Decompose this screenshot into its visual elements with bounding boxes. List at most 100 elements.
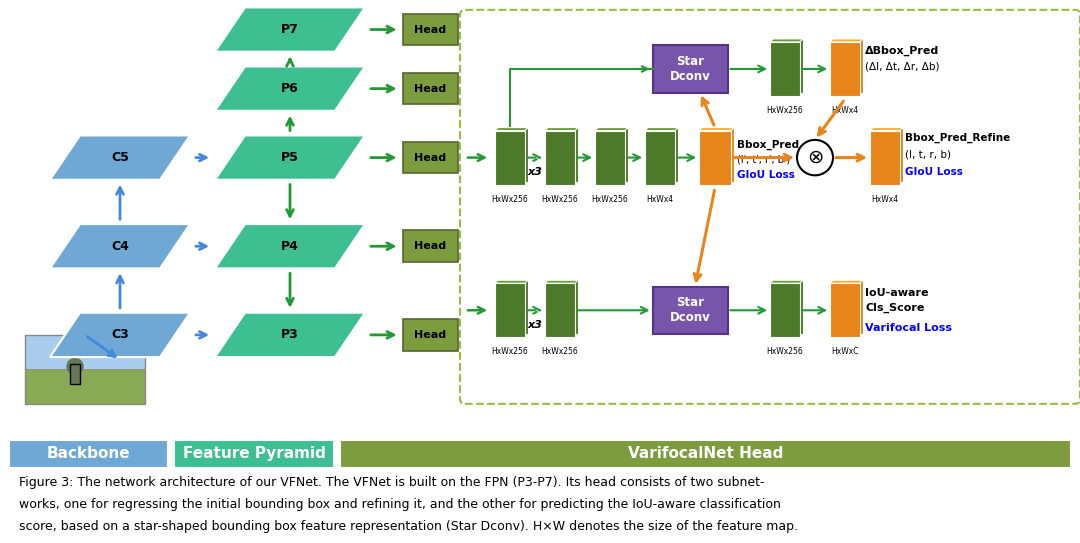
Polygon shape — [598, 128, 627, 182]
Polygon shape — [50, 224, 190, 268]
FancyBboxPatch shape — [652, 287, 728, 334]
Polygon shape — [498, 280, 528, 334]
Text: works, one for regressing the initial bounding box and refining it, and the othe: works, one for regressing the initial bo… — [19, 498, 781, 512]
Text: x3: x3 — [527, 320, 542, 330]
FancyBboxPatch shape — [645, 130, 675, 185]
Polygon shape — [833, 280, 863, 334]
Polygon shape — [648, 128, 678, 182]
Polygon shape — [498, 128, 528, 182]
Polygon shape — [495, 128, 528, 130]
Text: C5: C5 — [111, 151, 129, 164]
FancyBboxPatch shape — [595, 130, 625, 185]
FancyBboxPatch shape — [403, 319, 458, 351]
FancyBboxPatch shape — [174, 440, 334, 468]
FancyBboxPatch shape — [403, 230, 458, 262]
Text: VarifocalNet Head: VarifocalNet Head — [629, 446, 783, 462]
Text: (l, t, r, b): (l, t, r, b) — [905, 150, 951, 160]
Text: HxWxC: HxWxC — [832, 347, 859, 356]
Text: Feature Pyramid: Feature Pyramid — [183, 446, 325, 462]
Text: HxWx4: HxWx4 — [647, 194, 674, 204]
Polygon shape — [545, 280, 578, 283]
FancyBboxPatch shape — [403, 14, 458, 45]
Text: GIoU Loss: GIoU Loss — [737, 171, 795, 180]
Text: Star
Dconv: Star Dconv — [670, 55, 711, 83]
FancyBboxPatch shape — [652, 45, 728, 93]
Text: Head: Head — [414, 84, 446, 93]
Text: P6: P6 — [281, 82, 299, 95]
Text: IoU-aware: IoU-aware — [865, 288, 929, 298]
Text: HxWx4: HxWx4 — [832, 106, 859, 115]
Polygon shape — [215, 224, 365, 268]
Text: HxWx256: HxWx256 — [767, 106, 804, 115]
Polygon shape — [699, 128, 734, 130]
FancyBboxPatch shape — [70, 364, 80, 384]
Text: P7: P7 — [281, 23, 299, 36]
Polygon shape — [215, 135, 365, 180]
Polygon shape — [831, 39, 863, 42]
FancyBboxPatch shape — [831, 283, 860, 337]
Text: Head: Head — [414, 153, 446, 162]
Text: score, based on a star-shaped bounding box feature representation (Star Dconv). : score, based on a star-shaped bounding b… — [19, 520, 798, 533]
Text: x3: x3 — [527, 167, 542, 178]
Text: ⊗: ⊗ — [807, 148, 823, 167]
FancyBboxPatch shape — [699, 130, 731, 185]
Text: HxWx4: HxWx4 — [872, 194, 899, 204]
Polygon shape — [548, 280, 578, 334]
Polygon shape — [870, 128, 903, 130]
Text: Bbox_Pred_Refine: Bbox_Pred_Refine — [905, 133, 1010, 143]
Circle shape — [67, 358, 83, 374]
FancyBboxPatch shape — [25, 369, 145, 404]
FancyBboxPatch shape — [495, 283, 525, 337]
Text: Cls_Score: Cls_Score — [865, 303, 924, 313]
Polygon shape — [215, 66, 365, 111]
Polygon shape — [595, 128, 627, 130]
Text: (Δl, Δt, Δr, Δb): (Δl, Δt, Δr, Δb) — [865, 62, 940, 72]
Text: HxWx256: HxWx256 — [592, 194, 629, 204]
Text: Head: Head — [414, 241, 446, 251]
Text: GIoU Loss: GIoU Loss — [905, 167, 963, 178]
FancyBboxPatch shape — [831, 42, 860, 96]
FancyBboxPatch shape — [403, 142, 458, 173]
FancyBboxPatch shape — [403, 73, 458, 104]
Polygon shape — [773, 39, 804, 93]
Text: HxWx256: HxWx256 — [542, 194, 579, 204]
Text: Varifocal Loss: Varifocal Loss — [865, 323, 951, 333]
Text: P3: P3 — [281, 329, 299, 342]
Text: Bbox_Pred: Bbox_Pred — [737, 140, 799, 150]
Polygon shape — [873, 128, 903, 182]
Text: P4: P4 — [281, 240, 299, 252]
Text: HxWx256: HxWx256 — [767, 347, 804, 356]
FancyBboxPatch shape — [545, 283, 575, 337]
Polygon shape — [215, 313, 365, 357]
Polygon shape — [548, 128, 578, 182]
FancyBboxPatch shape — [870, 130, 900, 185]
FancyBboxPatch shape — [25, 335, 145, 369]
Text: Backbone: Backbone — [46, 446, 130, 462]
FancyBboxPatch shape — [545, 130, 575, 185]
Polygon shape — [770, 280, 804, 283]
FancyBboxPatch shape — [340, 440, 1071, 468]
Text: HxWx256: HxWx256 — [491, 347, 528, 356]
Text: (l', t', r', b'): (l', t', r', b') — [737, 155, 791, 165]
Text: Star
Dconv: Star Dconv — [670, 296, 711, 324]
Polygon shape — [773, 280, 804, 334]
Text: ΔBbox_Pred: ΔBbox_Pred — [865, 46, 940, 56]
Text: HxWx256: HxWx256 — [542, 347, 579, 356]
FancyBboxPatch shape — [495, 130, 525, 185]
Polygon shape — [495, 280, 528, 283]
Polygon shape — [831, 280, 863, 283]
Polygon shape — [50, 135, 190, 180]
Text: C4: C4 — [111, 240, 129, 252]
Circle shape — [797, 140, 833, 175]
FancyBboxPatch shape — [770, 283, 800, 337]
Polygon shape — [833, 39, 863, 93]
FancyBboxPatch shape — [9, 440, 167, 468]
FancyBboxPatch shape — [770, 42, 800, 96]
Polygon shape — [770, 39, 804, 42]
Polygon shape — [645, 128, 678, 130]
Text: Head: Head — [414, 24, 446, 35]
Text: HxWx256: HxWx256 — [491, 194, 528, 204]
Text: Head: Head — [414, 330, 446, 340]
Text: Figure 3: The network architecture of our VFNet. The VFNet is built on the FPN (: Figure 3: The network architecture of ou… — [19, 476, 765, 489]
Polygon shape — [215, 8, 365, 52]
